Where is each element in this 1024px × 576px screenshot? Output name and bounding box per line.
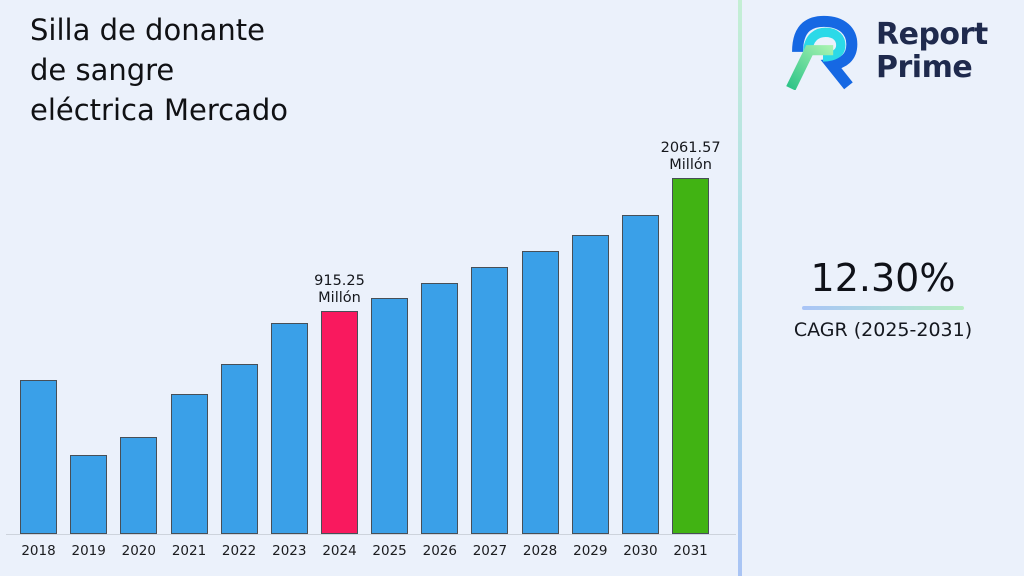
x-tick-2028: 2028 [522, 543, 558, 559]
bar-2023 [270, 323, 308, 534]
x-tick-2021: 2021 [171, 543, 207, 559]
value-label-2031: 2061.57 Millón [660, 140, 721, 173]
report-prime-logo-text: Report Prime [876, 18, 988, 84]
vertical-gradient-divider [738, 0, 742, 576]
bar-2031 [672, 178, 710, 534]
x-tick-2020: 2020 [121, 543, 156, 559]
bar-2029 [571, 235, 609, 534]
bar-2022 [220, 364, 258, 534]
x-tick-2031: 2031 [673, 543, 708, 559]
cagr-caption: CAGR (2025-2031) [793, 319, 973, 341]
bar-2021 [170, 394, 208, 534]
cagr-panel: 12.30% CAGR (2025-2031) [768, 256, 998, 341]
page-title-line2: de sangre [30, 53, 175, 87]
bar-chart: 2018 2019 2020 2021 2022 2023 2024 915.25 Millón… [6, 140, 736, 559]
bar-2026 [421, 283, 459, 534]
x-tick-2022: 2022 [221, 543, 257, 559]
cagr-underline [802, 306, 964, 310]
report-prime-logo-icon [786, 15, 858, 90]
bar-2020 [120, 437, 158, 534]
bar-2019 [70, 455, 108, 534]
x-tick-2024: 2024 [322, 543, 357, 559]
page-title-line3: eléctrica Mercado [30, 93, 288, 127]
x-tick-2019: 2019 [71, 543, 106, 559]
bar-2030 [621, 215, 659, 534]
page-title-line1: Silla de donante [30, 13, 265, 47]
report-prime-logo: Report Prime [782, 12, 988, 90]
x-tick-2023: 2023 [272, 543, 307, 559]
logo-text-line1: Report [876, 17, 988, 52]
bar-2028 [521, 251, 559, 534]
bar-2027 [471, 267, 509, 534]
x-tick-2025: 2025 [372, 543, 407, 559]
value-label-2024: 915.25 Millón [314, 273, 365, 306]
x-tick-2027: 2027 [472, 543, 508, 559]
cagr-value: 12.30% [810, 256, 956, 300]
x-axis-line [6, 534, 736, 535]
logo-text-line2: Prime [876, 50, 973, 85]
x-tick-2030: 2030 [623, 543, 658, 559]
page-title: Silla de donante de sangre eléctrica Mer… [30, 10, 288, 130]
x-tick-2018: 2018 [21, 543, 56, 559]
bar-2025 [371, 298, 409, 534]
bar-2018 [20, 380, 57, 534]
bar-2024 [321, 311, 358, 534]
x-tick-2026: 2026 [422, 543, 457, 559]
x-tick-2029: 2029 [573, 543, 608, 559]
